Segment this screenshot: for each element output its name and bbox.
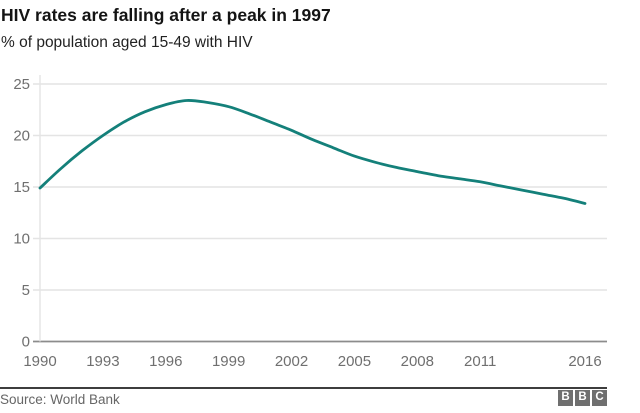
y-tick-label: 10 — [13, 231, 30, 248]
footer-divider — [0, 387, 607, 389]
x-tick-label: 1996 — [149, 353, 182, 370]
y-tick-label: 5 — [22, 282, 30, 299]
bbc-logo: B B C — [558, 390, 607, 406]
x-tick-label: 2005 — [338, 353, 371, 370]
bbc-logo-block: C — [592, 390, 607, 406]
x-tick-label: 1990 — [23, 353, 56, 370]
chart-title: HIV rates are falling after a peak in 19… — [1, 5, 331, 25]
bbc-logo-block: B — [575, 390, 590, 406]
trend-line — [38, 99, 587, 205]
x-tick-label: 1999 — [212, 353, 245, 370]
y-tick-label: 0 — [22, 334, 30, 351]
bbc-logo-block: B — [558, 390, 573, 406]
x-tick-label: 2002 — [275, 353, 308, 370]
y-tick-label: 25 — [13, 76, 30, 93]
x-tick-label: 2008 — [401, 353, 434, 370]
x-tick-label: 2011 — [464, 353, 496, 370]
chart-subtitle: % of population aged 15-49 with HIV — [1, 34, 253, 51]
y-tick-label: 15 — [13, 179, 30, 196]
x-tick-label: 1993 — [86, 353, 119, 370]
x-tick-label: 2016 — [568, 353, 601, 370]
source-label: Source: World Bank — [0, 392, 120, 407]
y-tick-label: 20 — [13, 128, 30, 145]
